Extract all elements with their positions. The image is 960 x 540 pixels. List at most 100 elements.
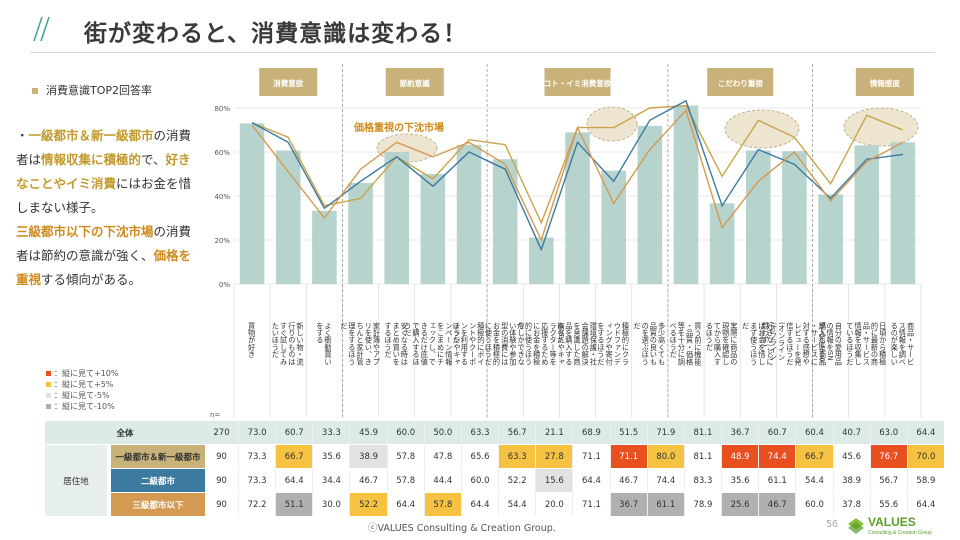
bar [420, 174, 446, 284]
category-label-line: 好きなことに [766, 321, 775, 365]
category-label-line: 実際に商品の [730, 321, 739, 365]
category-label-line: ス情報を調べ [898, 322, 907, 365]
category-label-line: い体験や参加 [509, 322, 518, 366]
table-cell: 68.9 [572, 421, 611, 445]
category-label-line: ェックし、で [428, 322, 437, 365]
table-cell: 73.3 [237, 444, 276, 469]
category-label-line: よく衝動買い [324, 322, 333, 365]
category-label-line: 新しい物・流 [296, 321, 305, 366]
category-label-line: ・サービスに [810, 322, 819, 365]
table-cell: 64.4 [460, 492, 499, 517]
body-text: の消費者は節約の意識が強く、 [16, 224, 192, 263]
group-header-box [385, 68, 444, 96]
body-text: する傾向がある。 [41, 272, 142, 287]
category-label-line: 買う前に機能 [694, 322, 703, 366]
table-row: 三級都市以下 90 72.2 51.1 30.0 52.2 64.4 57.8 64.4 54.4… [45, 492, 944, 517]
table-cell: 70.0 [906, 444, 944, 469]
color-key-label: ：縦に見て+5% [54, 380, 114, 389]
category-label-line: 日頃から積極 [879, 322, 888, 366]
category-label-line: 行りのものは [288, 321, 297, 365]
bar [529, 237, 554, 284]
category-label-line: きるだけ底値 [420, 322, 429, 366]
group-header-box [259, 68, 318, 96]
table-cell: 35.6 [721, 468, 759, 493]
table-cell: 64.4 [572, 468, 611, 493]
color-swatch-icon [46, 382, 51, 387]
color-key-item: ：縦に見て-10% [46, 401, 118, 412]
bar [601, 170, 626, 284]
category-label-line: お金を積極的 [493, 322, 502, 366]
table-cell: 66.7 [275, 444, 313, 469]
table-cell: 56.7 [869, 468, 908, 493]
group-header-label: 情報感度 [869, 78, 900, 88]
table-cell: 35.6 [312, 444, 350, 469]
category-label-line: 安くなる時は [400, 321, 409, 365]
table-cell: 81.1 [683, 421, 722, 445]
category-label-line: だ [633, 322, 642, 329]
table-cell: 34.4 [312, 468, 350, 493]
color-key-label: ：縦に見て+10% [54, 369, 119, 378]
table-cell: 63.0 [869, 421, 908, 445]
series-line [251, 109, 904, 242]
table-cell: 45.9 [349, 421, 388, 445]
page-title: 街が変わると、消費意識は変わる！ [84, 21, 468, 47]
bar [239, 123, 265, 285]
bar [745, 150, 771, 284]
table-cell: 73.3 [237, 468, 276, 493]
body-text: にはお金を惜しまない様子。 [16, 176, 192, 215]
table-cell: 20.0 [535, 492, 573, 517]
table-cell: 80.0 [646, 444, 685, 469]
body-text: ・ [16, 128, 29, 143]
category-label-line: 信するほうだ [786, 321, 795, 365]
category-label-line: にお金を積極 [533, 322, 542, 366]
group-header-box [544, 68, 611, 96]
y-tick-label: 80% [214, 105, 230, 113]
row-label: 全体 [45, 421, 205, 445]
color-key-label: ：縦に見て-10% [54, 402, 115, 411]
n-label: n= [210, 411, 220, 419]
table-cell: 58.9 [906, 468, 944, 493]
title-slashes-icon [30, 13, 54, 47]
table-cell: 25.6 [721, 492, 759, 517]
table-cell: 65.6 [460, 444, 499, 469]
bar [456, 144, 482, 284]
row-n: 90 [205, 492, 239, 517]
category-label-line: をするほうだ [597, 322, 606, 365]
table-cell: 56.7 [498, 421, 536, 445]
table-cell: 64.4 [906, 421, 944, 445]
category-label-line: べるほうだ [669, 322, 678, 358]
table-cell: 71.1 [572, 492, 611, 517]
category-label-line: 環境保護・社 [589, 322, 598, 366]
category-label: 購入した商品・サービスに対する感想やレビューを発信するほうだ(オンライン/オフラ… [761, 321, 827, 366]
table-cell: 78.9 [683, 492, 722, 517]
table-cell: 60.4 [795, 421, 833, 445]
body-text: で、 [141, 152, 166, 167]
table-cell: 63.3 [460, 421, 499, 445]
table-cell: 51.1 [275, 492, 313, 517]
table-cell: 66.7 [795, 444, 833, 469]
table-cell: 71.9 [646, 421, 685, 445]
table-cell: 60.0 [795, 492, 833, 517]
group-header-box [707, 68, 774, 96]
table-cell: 63.3 [498, 444, 536, 469]
table-cell: 36.7 [609, 492, 648, 517]
y-tick-label: 40% [214, 193, 230, 201]
category-label-line: を意識した商 [573, 322, 582, 366]
category-label-line: すぐ試してみ [280, 322, 289, 365]
category-label-line: るほうだ [705, 322, 714, 351]
category-label-line: まとめ買いを [392, 322, 401, 365]
bar [492, 159, 518, 284]
table-cell: 46.7 [609, 468, 648, 493]
svg-text:VALUES: VALUES [868, 515, 916, 529]
table-cell: 83.3 [683, 468, 722, 493]
bar [890, 142, 916, 284]
